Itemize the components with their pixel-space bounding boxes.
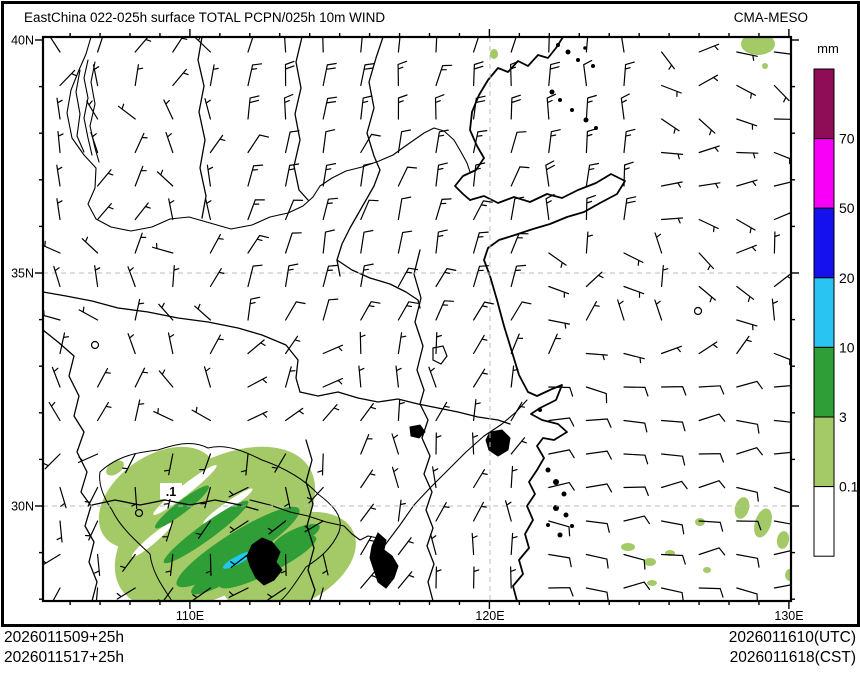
geo-boundaries-layer [43,37,626,601]
gridlines-layer [43,37,791,601]
svg-text:130E: 130E [774,609,803,623]
svg-text:mm: mm [817,41,839,56]
svg-text:20: 20 [839,270,855,286]
wind-barbs-layer [43,37,791,601]
svg-text:30N: 30N [11,500,34,514]
svg-text:10: 10 [839,339,855,355]
svg-text:3: 3 [839,409,847,425]
annotation-layer: .1 [90,306,703,518]
precipitation-layer [98,37,791,601]
map-canvas: .1 40N 35N 30N 110E 120E 130E mm 70 50 20 10 3 0.1 [11,29,859,623]
valid-time-cst: 2026011618(CST) [729,649,856,666]
svg-text:0.1: 0.1 [839,479,859,495]
axes-frame-layer: 40N 35N 30N 110E 120E 130E [11,29,804,623]
colorbar: mm 70 50 20 10 3 0.1 [813,41,859,557]
init-time-cst: 2026011517+25h [4,649,124,666]
valid-time-utc: 2026011610(UTC) [728,629,856,646]
titlebar: EastChina 022-025h surface TOTAL PCPN/02… [0,0,860,34]
svg-text:70: 70 [839,131,855,147]
svg-text:35N: 35N [11,267,34,281]
svg-text:120E: 120E [475,609,504,623]
plot-title: EastChina 022-025h surface TOTAL PCPN/02… [24,10,386,25]
svg-text:40N: 40N [11,34,34,48]
init-time-utc: 2026011509+25h [4,629,124,646]
svg-text:110E: 110E [176,609,204,623]
svg-text:50: 50 [839,200,855,216]
svg-text:.1: .1 [166,485,176,499]
model-name: CMA-MESO [733,10,808,25]
